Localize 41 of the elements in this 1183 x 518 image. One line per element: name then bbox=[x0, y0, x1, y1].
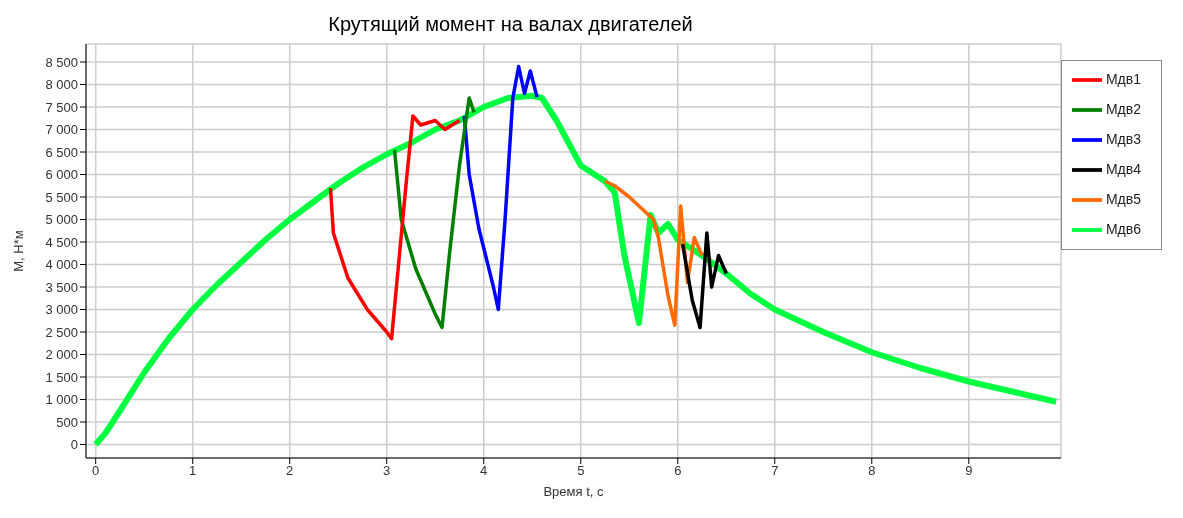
x-tick-label: 5 bbox=[577, 463, 585, 479]
x-tick-label: 6 bbox=[674, 463, 682, 479]
line-series bbox=[462, 64, 539, 312]
x-axis-title: Время t, c bbox=[543, 484, 604, 499]
x-tick-label: 2 bbox=[286, 463, 294, 479]
x-tick-label: 7 bbox=[771, 463, 779, 479]
y-tick-label: 5 500 bbox=[45, 189, 78, 205]
y-tick-label: 500 bbox=[56, 414, 78, 430]
legend-label: Мдв3 bbox=[1105, 131, 1141, 148]
legend-label: Мдв2 bbox=[1105, 101, 1141, 118]
y-tick-label: 4 000 bbox=[45, 257, 78, 273]
line-series bbox=[680, 231, 729, 330]
y-tick-label: 8 500 bbox=[45, 54, 78, 70]
y-tick-label: 7 000 bbox=[45, 122, 78, 138]
legend-label: Мдв5 bbox=[1105, 191, 1141, 208]
y-tick-label: 5 000 bbox=[45, 212, 78, 228]
x-tick-label: 9 bbox=[965, 463, 973, 479]
chart-title: Крутящий момент на валах двигателей bbox=[327, 12, 694, 37]
y-axis-title: М, Н*м bbox=[10, 230, 26, 272]
y-tick-label: 6 000 bbox=[45, 167, 78, 183]
x-tick-label: 3 bbox=[383, 463, 391, 479]
legend-label: Мдв1 bbox=[1105, 71, 1141, 88]
y-tick-label: 8 000 bbox=[45, 77, 78, 93]
x-tick-label: 8 bbox=[868, 463, 876, 479]
y-tick-label: 3 500 bbox=[45, 279, 78, 295]
y-tick-label: 3 000 bbox=[45, 302, 78, 318]
legend-label: Мдв6 bbox=[1105, 221, 1141, 238]
legend-label: Мдв4 bbox=[1105, 161, 1141, 178]
y-tick-label: 1 500 bbox=[45, 369, 78, 385]
x-tick-label: 4 bbox=[480, 463, 488, 479]
y-tick-label: 2 500 bbox=[45, 324, 78, 340]
y-tick-label: 0 bbox=[70, 437, 78, 453]
line-series bbox=[392, 96, 476, 330]
x-tick-label: 0 bbox=[92, 463, 100, 479]
y-tick-label: 4 500 bbox=[45, 234, 78, 250]
y-tick-label: 2 000 bbox=[45, 347, 78, 363]
line-series bbox=[328, 114, 462, 341]
y-tick-label: 7 500 bbox=[45, 99, 78, 115]
y-tick-label: 1 000 bbox=[45, 392, 78, 408]
y-tick-label: 6 500 bbox=[45, 144, 78, 160]
x-tick-label: 1 bbox=[189, 463, 197, 479]
